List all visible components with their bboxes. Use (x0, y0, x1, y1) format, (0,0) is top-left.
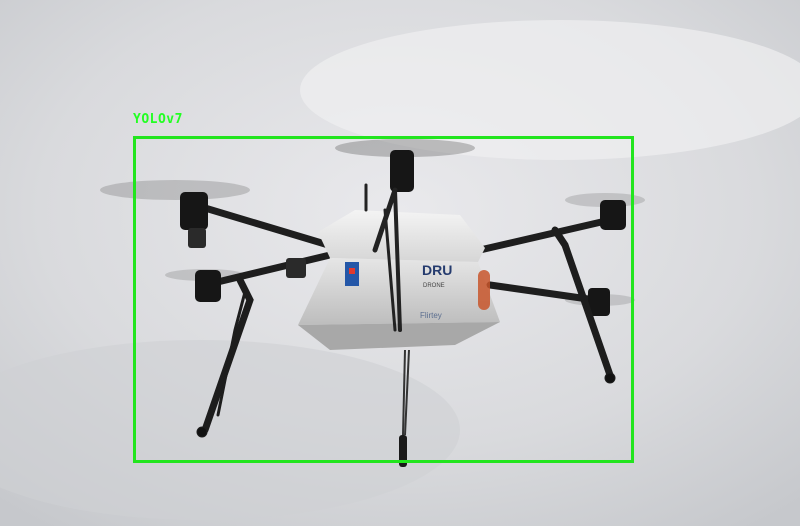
propeller-blur-top (335, 139, 475, 157)
box-side-text: Flirtey (420, 311, 442, 320)
propeller-blur-left (100, 180, 250, 200)
cloud-light (300, 20, 800, 160)
drone-arms (191, 201, 614, 304)
cloud-shade (0, 340, 460, 520)
drone-motors (180, 150, 626, 316)
detection-bounding-box (133, 136, 634, 463)
detection-label: YOLOv7 (133, 112, 183, 127)
landing-legs (196, 226, 616, 438)
box-sub-text: DRONE (423, 283, 445, 289)
center-mast (364, 183, 402, 332)
winch-line (399, 349, 410, 467)
box-logo-text: DRU (422, 262, 452, 278)
